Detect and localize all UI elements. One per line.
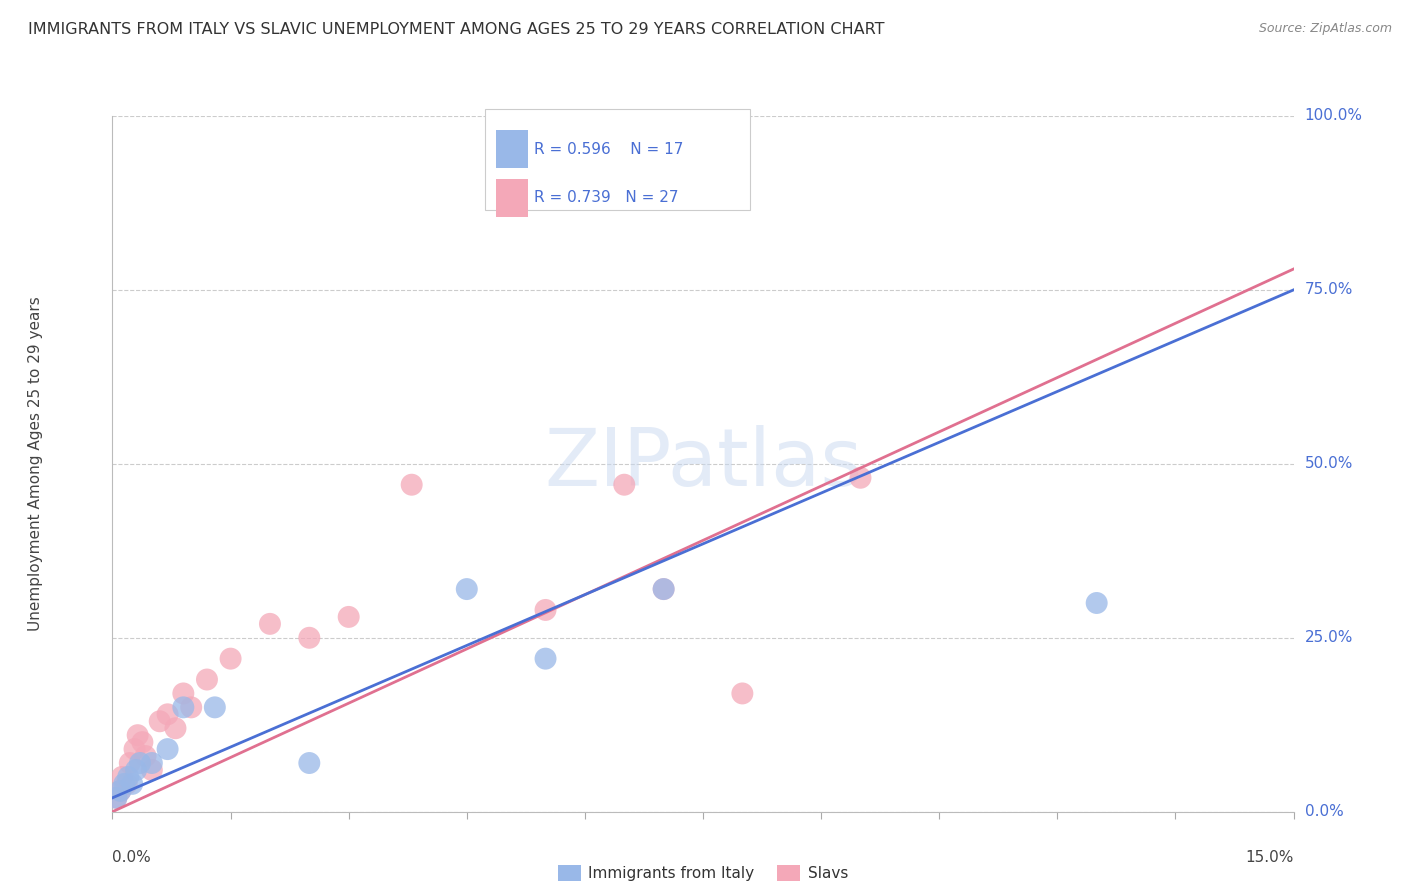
Point	[534, 603, 557, 617]
Point	[534, 651, 557, 665]
Point	[118, 756, 141, 770]
Point	[105, 790, 128, 805]
Point	[121, 777, 143, 791]
Point	[124, 742, 146, 756]
Text: 75.0%: 75.0%	[1305, 283, 1353, 297]
Point	[149, 714, 172, 729]
Point	[115, 777, 138, 791]
Point	[692, 164, 714, 178]
Point	[849, 471, 872, 485]
Point	[129, 756, 152, 770]
Point	[298, 631, 321, 645]
Point	[141, 756, 163, 770]
Point	[204, 700, 226, 714]
Point	[156, 742, 179, 756]
FancyBboxPatch shape	[496, 130, 529, 169]
Text: ZIPatlas: ZIPatlas	[544, 425, 862, 503]
Text: R = 0.739   N = 27: R = 0.739 N = 27	[534, 190, 679, 205]
Point	[110, 784, 132, 798]
FancyBboxPatch shape	[496, 178, 529, 217]
Point	[135, 749, 157, 764]
Point	[165, 721, 187, 735]
Point	[298, 756, 321, 770]
Text: Unemployment Among Ages 25 to 29 years: Unemployment Among Ages 25 to 29 years	[28, 296, 44, 632]
Point	[1085, 596, 1108, 610]
Text: IMMIGRANTS FROM ITALY VS SLAVIC UNEMPLOYMENT AMONG AGES 25 TO 29 YEARS CORRELATI: IMMIGRANTS FROM ITALY VS SLAVIC UNEMPLOY…	[28, 22, 884, 37]
Point	[219, 651, 242, 665]
Text: 0.0%: 0.0%	[112, 850, 152, 865]
Point	[111, 770, 134, 784]
Point	[637, 136, 659, 151]
Point	[180, 700, 202, 714]
Point	[401, 477, 423, 491]
Text: 50.0%: 50.0%	[1305, 457, 1353, 471]
Point	[259, 616, 281, 631]
Point	[110, 784, 132, 798]
Point	[613, 477, 636, 491]
Text: 100.0%: 100.0%	[1305, 109, 1362, 123]
Point	[172, 700, 194, 714]
Legend: Immigrants from Italy, Slavs: Immigrants from Italy, Slavs	[551, 859, 855, 888]
Point	[112, 777, 135, 791]
Point	[195, 673, 218, 687]
Point	[731, 686, 754, 700]
Point	[456, 582, 478, 596]
Point	[172, 686, 194, 700]
Text: 15.0%: 15.0%	[1246, 850, 1294, 865]
Point	[105, 790, 128, 805]
FancyBboxPatch shape	[485, 109, 751, 210]
Point	[156, 707, 179, 722]
Point	[131, 735, 153, 749]
Text: R = 0.596    N = 17: R = 0.596 N = 17	[534, 142, 683, 157]
Point	[652, 582, 675, 596]
Point	[652, 582, 675, 596]
Point	[141, 763, 163, 777]
Point	[337, 610, 360, 624]
Point	[125, 763, 148, 777]
Text: 25.0%: 25.0%	[1305, 631, 1353, 645]
Point	[127, 728, 149, 742]
Text: 0.0%: 0.0%	[1305, 805, 1343, 819]
Text: Source: ZipAtlas.com: Source: ZipAtlas.com	[1258, 22, 1392, 36]
Point	[117, 770, 139, 784]
